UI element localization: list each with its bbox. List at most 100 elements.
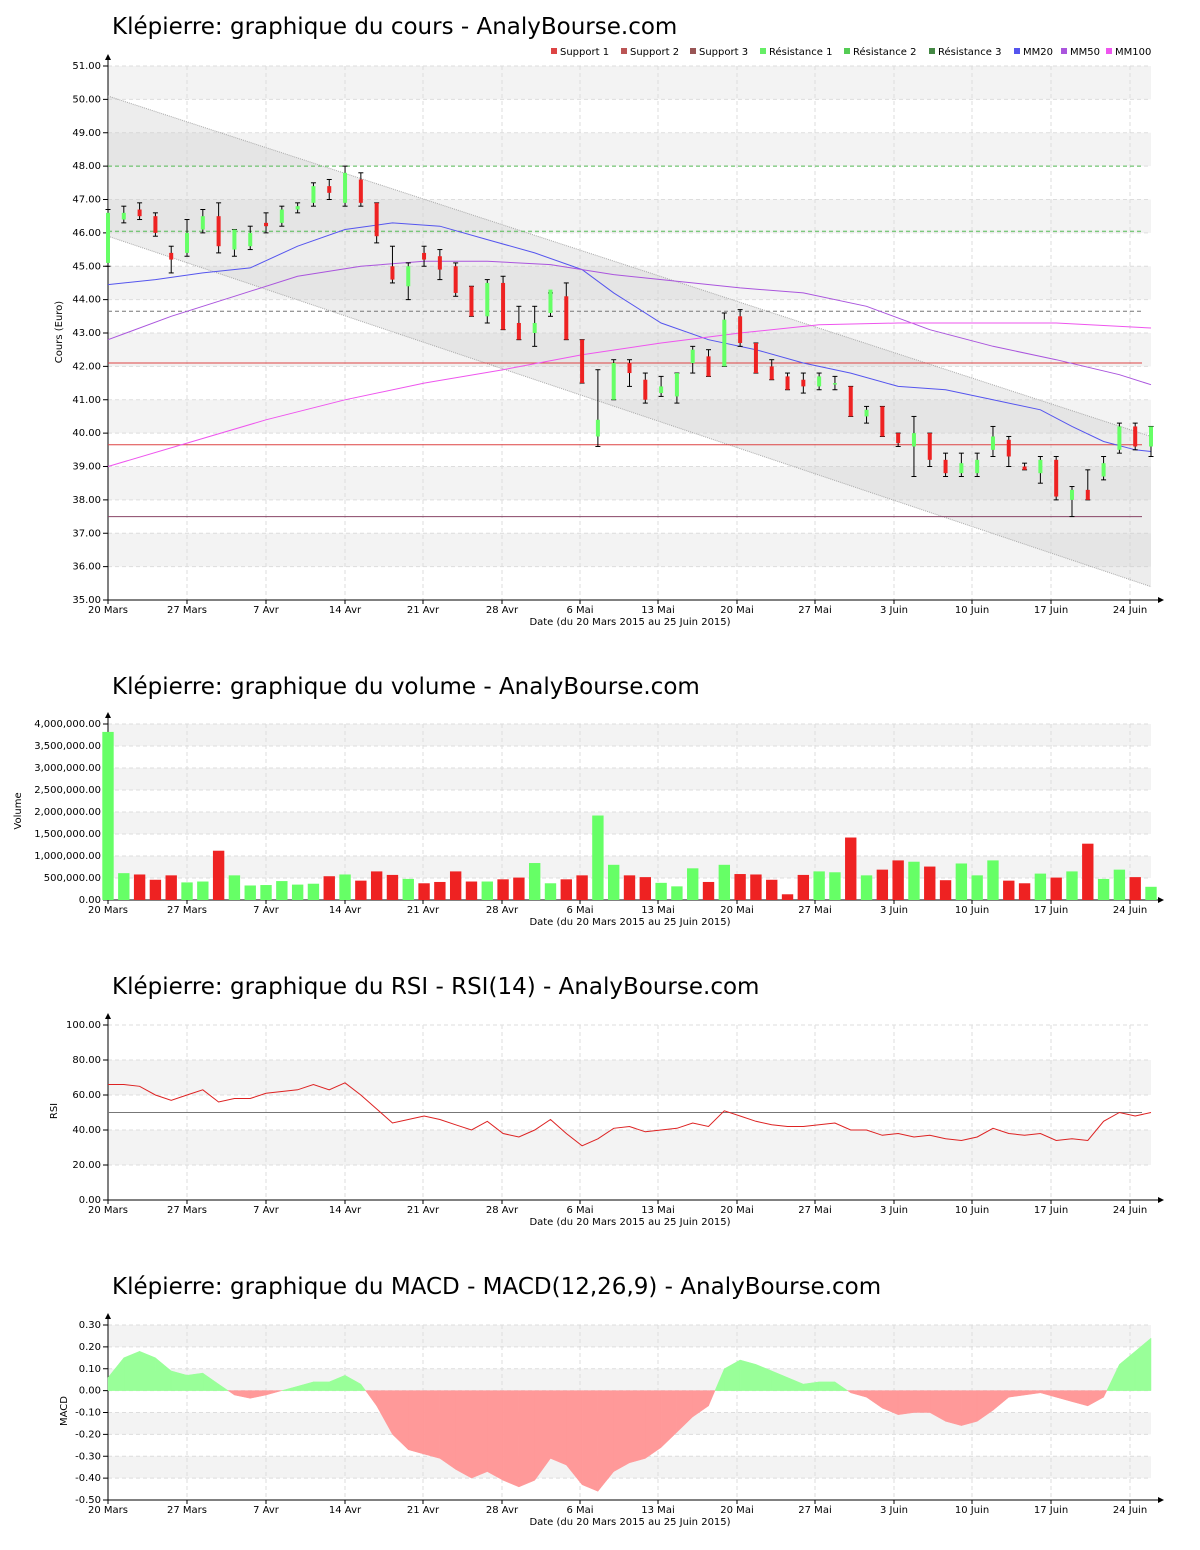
macd-negative-area — [992, 1390, 1010, 1411]
volume-bar — [1003, 880, 1015, 900]
volume-bar — [102, 731, 114, 900]
macd-negative-area — [897, 1390, 915, 1415]
candle-body — [896, 433, 901, 444]
macd-negative-area — [1055, 1390, 1073, 1402]
volume-bar — [228, 875, 241, 900]
price-x-tick-label: 14 Avr — [329, 605, 362, 616]
rsi-x-tick-label: 13 Mai — [641, 1205, 674, 1216]
legend-entry: Résistance 1 — [769, 46, 832, 58]
volume-bar — [1129, 877, 1141, 900]
volume-bar — [276, 881, 288, 900]
rsi-grid-band — [108, 1130, 1151, 1165]
candle-body — [580, 339, 585, 384]
legend-swatch — [690, 48, 696, 54]
rsi-y-tick-label: 100.00 — [66, 1020, 101, 1031]
macd-negative-area — [249, 1390, 267, 1399]
macd-negative-area — [518, 1390, 535, 1488]
volume-bar — [955, 863, 968, 900]
volume-bar — [165, 875, 177, 900]
candle-body — [311, 186, 316, 203]
volume-bar — [892, 860, 904, 900]
legend-swatch — [844, 48, 850, 54]
macd-x-tick-label: 27 Mars — [167, 1505, 207, 1516]
macd-negative-area — [645, 1390, 662, 1459]
volume-bar — [623, 875, 636, 900]
price-x-tick-label: 6 Mai — [566, 605, 593, 616]
rsi-y-axis-label: RSI — [49, 1103, 60, 1119]
candle-body — [264, 222, 269, 227]
rsi-x-tick-label: 27 Mai — [798, 1205, 831, 1216]
price-y-tick-label: 40.00 — [72, 428, 101, 439]
price-x-tick-label: 17 Juin — [1034, 605, 1068, 616]
price-grid-band — [108, 66, 1151, 100]
macd-chart-title: Klépierre: graphique du MACD - MACD(12,2… — [112, 1274, 881, 1300]
macd-negative-area — [423, 1390, 441, 1459]
volume-bar — [465, 881, 478, 900]
macd-y-tick-label: -0.30 — [75, 1451, 101, 1462]
volume-bar — [939, 880, 952, 900]
volume-bar — [118, 873, 130, 900]
rsi-y-tick-label: 0.00 — [79, 1195, 101, 1206]
legend-swatch — [1106, 48, 1112, 54]
volume-bar — [987, 860, 999, 900]
volume-bar — [513, 877, 525, 900]
macd-y-tick-label: 0.00 — [79, 1386, 101, 1397]
macd-negative-area — [913, 1390, 931, 1413]
volume-x-tick-label: 28 Avr — [486, 905, 519, 916]
macd-x-axis-arrow — [1158, 1497, 1164, 1503]
volume-bar — [702, 881, 715, 900]
macd-x-tick-label: 20 Mars — [88, 1505, 128, 1516]
price-x-tick-label: 13 Mai — [641, 605, 674, 616]
volume-bar — [181, 882, 193, 900]
macd-negative-area — [550, 1390, 567, 1466]
candle-body — [880, 406, 885, 437]
macd-y-tick-label: 0.10 — [79, 1364, 101, 1375]
volume-bar — [860, 875, 873, 900]
price-x-tick-label: 27 Mai — [798, 605, 831, 616]
price-y-axis-arrow — [105, 54, 111, 60]
volume-y-tick-label: 3,500,000.00 — [34, 741, 101, 752]
candle-body — [295, 206, 300, 210]
volume-bar — [829, 872, 841, 900]
price-y-tick-label: 39.00 — [72, 462, 101, 473]
volume-bar — [339, 874, 351, 900]
mm20-line — [107, 222, 1152, 452]
macd-negative-area — [471, 1390, 488, 1479]
candle-body — [121, 212, 126, 220]
volume-bar — [197, 881, 209, 900]
trend-channel-lower — [107, 235, 1152, 588]
macd-negative-area — [265, 1390, 282, 1396]
volume-bar — [608, 864, 620, 900]
macd-positive-area — [218, 1383, 229, 1391]
macd-negative-area — [227, 1390, 235, 1396]
volume-y-tick-label: 1,000,000.00 — [34, 851, 101, 862]
price-grid-band — [108, 533, 1151, 567]
macd-negative-area — [1040, 1390, 1057, 1398]
candle-body — [548, 289, 553, 313]
candle-body — [1069, 489, 1074, 500]
volume-bar — [971, 875, 983, 900]
rsi-x-tick-label: 17 Juin — [1034, 1205, 1068, 1216]
macd-grid-band — [108, 1325, 1151, 1347]
rsi-x-tick-label: 3 Juin — [880, 1205, 908, 1216]
rsi-chart: Klépierre: graphique du RSI - RSI(14) - … — [49, 974, 1164, 1228]
macd-positive-area — [834, 1381, 849, 1391]
volume-bar — [813, 871, 825, 900]
macd-negative-area — [629, 1390, 646, 1464]
price-x-tick-label: 20 Mai — [720, 605, 753, 616]
legend-entry: Support 3 — [699, 47, 748, 58]
volume-bar — [449, 871, 462, 900]
candle-body — [532, 322, 537, 333]
candle-body — [706, 356, 711, 377]
price-y-tick-label: 36.00 — [72, 562, 101, 573]
volume-x-tick-label: 20 Mai — [720, 905, 753, 916]
candle-body — [1006, 439, 1011, 457]
price-x-tick-label: 3 Juin — [880, 605, 908, 616]
macd-negative-area — [1024, 1390, 1041, 1396]
volume-x-axis-label: Date (du 20 Mars 2015 au 25 Juin 2015) — [529, 917, 730, 928]
volume-bar — [1097, 878, 1110, 900]
macd-negative-area — [234, 1390, 251, 1399]
macd-negative-area — [1071, 1390, 1089, 1407]
rsi-x-tick-label: 7 Avr — [253, 1205, 280, 1216]
